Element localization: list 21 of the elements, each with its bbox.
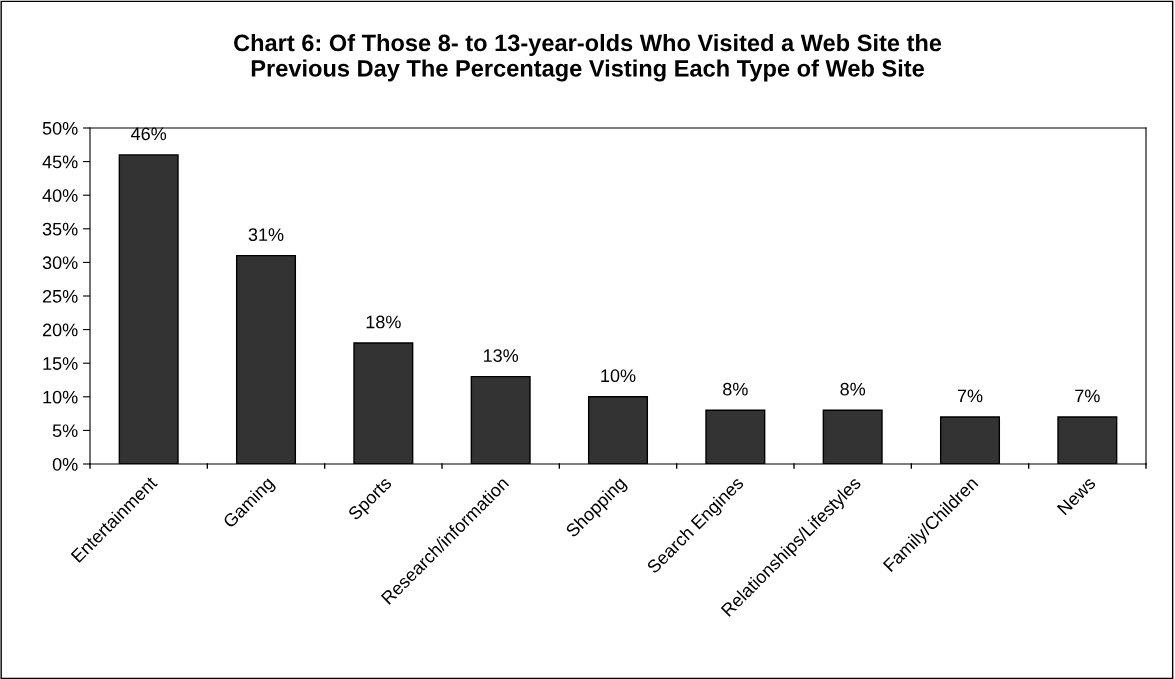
y-tick-label: 5% [52, 424, 78, 438]
data-label: 18% [366, 315, 401, 329]
y-tick-label: 10% [43, 390, 78, 404]
data-label: 8% [723, 382, 748, 396]
data-label: 10% [601, 369, 636, 383]
data-label: 8% [840, 382, 866, 396]
y-tick-label: 35% [42, 222, 78, 236]
chart-title: Chart 6: Of Those 8- to 13-year-olds Who Visited a Web Site the Previous Day The Percentage Visting Each Type of Web Site [234, 33, 942, 82]
y-tick-label: 30% [42, 256, 78, 270]
y-tick-label: 25% [42, 289, 78, 303]
y-tick-label: 20% [42, 323, 78, 337]
y-tick-label: 0% [52, 457, 78, 471]
y-tick-label: 40% [42, 189, 78, 202]
y-tick-label: 45% [42, 155, 78, 169]
data-label: 13% [483, 349, 519, 362]
data-label: 31% [248, 228, 284, 241]
y-tick-label: 50% [42, 121, 78, 135]
data-label: 46% [131, 127, 167, 141]
data-label: 7% [1075, 389, 1100, 403]
y-tick-label: 15% [43, 357, 78, 370]
data-label: 7% [957, 389, 983, 403]
